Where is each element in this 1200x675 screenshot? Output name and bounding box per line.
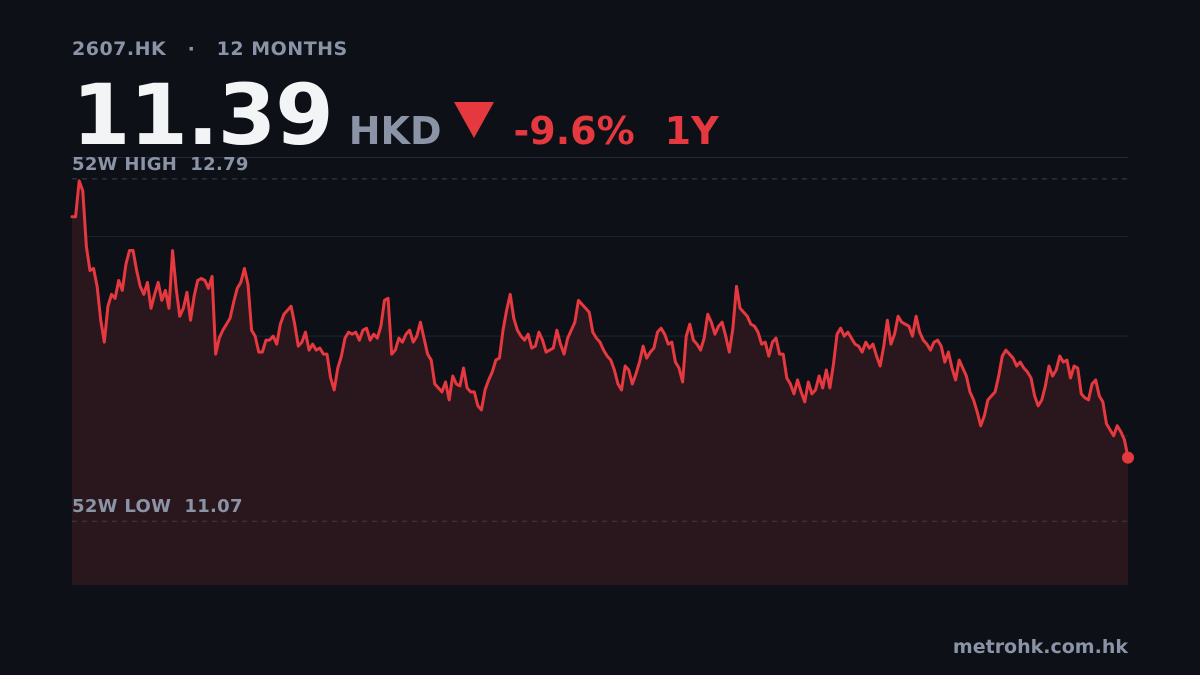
ticker-range-line: 2607.HK · 12 MONTHS [72,38,348,60]
price-headline: 11.39 HKD -9.6% 1Y [72,66,719,164]
down-arrow-icon [453,102,494,138]
range-label: 12 MONTHS [216,38,348,60]
high-label: 52W HIGH 12.79 [72,153,249,175]
price-value: 11.39 [72,66,334,164]
price-area-fill [72,180,1128,585]
source-label: metrohk.com.hk [952,636,1128,658]
period-label: 1Y [664,109,719,153]
last-price-marker [1122,451,1134,464]
currency-label: HKD [348,109,442,153]
ticker-label: 2607.HK [72,38,167,60]
separator-dot: · [187,38,196,60]
low-label: 52W LOW 11.07 [72,496,243,518]
change-percent: -9.6% [513,109,635,153]
header-divider [72,157,1128,158]
price-line [70,179,1130,460]
